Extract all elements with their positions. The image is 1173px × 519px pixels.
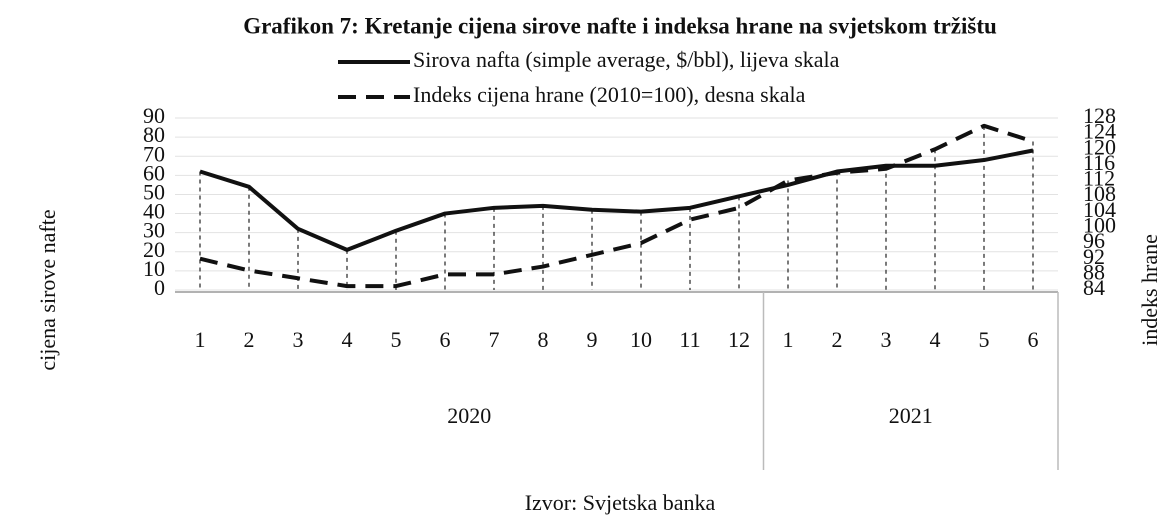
- y-tick-label: 10: [143, 256, 165, 281]
- x-tick-label: 10: [630, 327, 652, 352]
- y2-tick-label: 112: [1083, 166, 1115, 191]
- y2-tick-label: 108: [1083, 181, 1116, 206]
- x-tick-label: 5: [979, 327, 990, 352]
- y2-tick-label: 88: [1083, 259, 1105, 284]
- x-tick-label: 6: [1028, 327, 1039, 352]
- group-label: 2021: [889, 403, 933, 428]
- legend-label: Indeks cijena hrane (2010=100), desna sk…: [413, 82, 806, 107]
- y-tick-label: 70: [143, 141, 165, 166]
- y-tick-label: 50: [143, 179, 165, 204]
- y-tick-label: 30: [143, 218, 165, 243]
- x-tick-label: 1: [783, 327, 794, 352]
- y2-tick-label: 84: [1083, 275, 1105, 300]
- y-tick-label: 20: [143, 237, 165, 262]
- group-label: 2020: [447, 403, 491, 428]
- x-tick-label: 9: [587, 327, 598, 352]
- x-tick-label: 7: [489, 327, 500, 352]
- series-line: [199, 148, 1034, 252]
- y2-tick-label: 120: [1083, 134, 1116, 159]
- y2-tick-label: 124: [1083, 119, 1116, 144]
- y-tick-label: 60: [143, 160, 165, 185]
- x-tick-label: 12: [728, 327, 750, 352]
- y2-tick-label: 116: [1083, 150, 1115, 175]
- y-axis-label: cijena sirove nafte: [35, 209, 60, 370]
- y-tick-label: 80: [143, 122, 165, 147]
- y2-tick-label: 92: [1083, 244, 1105, 269]
- y2-tick-label: 100: [1083, 213, 1116, 238]
- chart-title: Grafikon 7: Kretanje cijena sirove nafte…: [243, 13, 997, 38]
- x-tick-label: 3: [881, 327, 892, 352]
- x-tick-label: 3: [293, 327, 304, 352]
- y-tick-label: 0: [154, 275, 165, 300]
- y2-tick-label: 104: [1083, 197, 1116, 222]
- x-tick-label: 6: [440, 327, 451, 352]
- x-tick-label: 4: [342, 327, 353, 352]
- y2-tick-label: 128: [1083, 103, 1116, 128]
- x-tick-label: 8: [538, 327, 549, 352]
- y2-axis-label: indeks hrane: [1137, 234, 1162, 346]
- x-tick-label: 2: [832, 327, 843, 352]
- x-tick-label: 5: [391, 327, 402, 352]
- source: Izvor: Svjetska banka: [525, 490, 716, 515]
- x-tick-label: 2: [244, 327, 255, 352]
- x-tick-label: 1: [195, 327, 206, 352]
- y-tick-label: 90: [143, 103, 165, 128]
- y2-tick-label: 96: [1083, 228, 1105, 253]
- series-line: [199, 123, 1034, 289]
- x-tick-label: 11: [679, 327, 700, 352]
- x-tick-label: 4: [930, 327, 941, 352]
- legend-label: Sirova nafta (simple average, $/bbl), li…: [413, 47, 840, 72]
- y-tick-label: 40: [143, 199, 165, 224]
